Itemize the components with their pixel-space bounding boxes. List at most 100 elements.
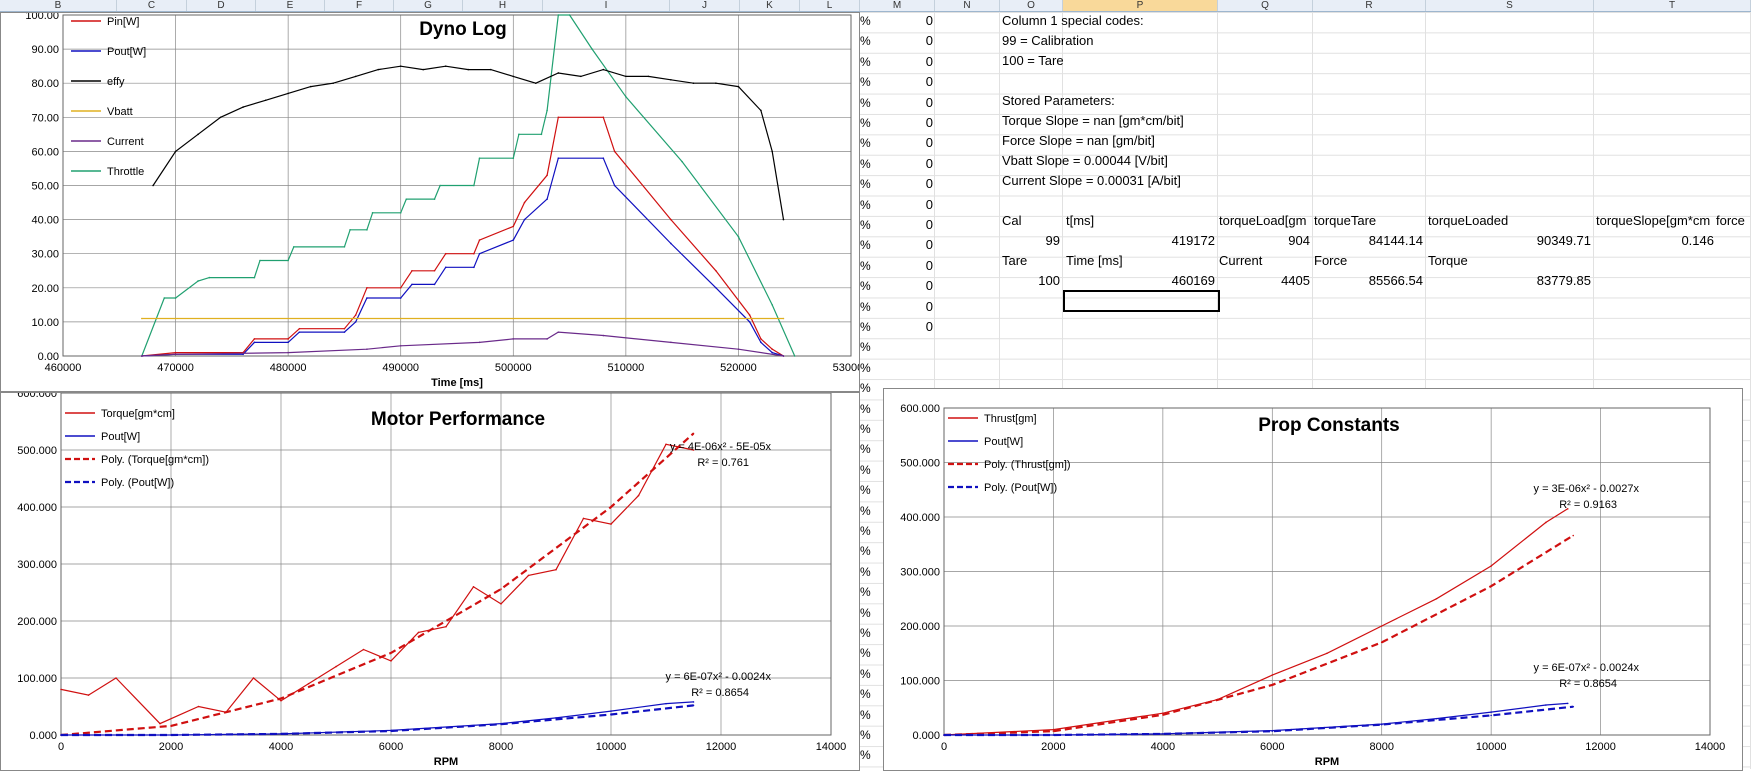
tare-value[interactable]: 85566.54 (1368, 273, 1423, 288)
col-m-cell[interactable]: 0 (925, 53, 933, 69)
chart-dyno-log[interactable]: 0.00 10.00 20.00 30.00 40.00 50.00 60.00 70.00 8… (0, 12, 860, 392)
cal-header[interactable]: t[ms] (1066, 213, 1095, 228)
column-header[interactable]: R (1313, 0, 1426, 11)
col-m-cell[interactable]: 0 (925, 115, 933, 130)
col-l-cell[interactable]: % (860, 116, 871, 130)
tare-value[interactable]: 100 (1038, 273, 1060, 288)
column-header[interactable]: K (740, 0, 800, 11)
tare-value[interactable]: 4405 (1281, 273, 1310, 288)
col-m-cell[interactable]: 0 (925, 155, 933, 171)
col-l-cell[interactable]: % (860, 95, 871, 110)
col-m-cell[interactable]: 0 (925, 217, 933, 232)
col-m-cell[interactable]: 0 (925, 319, 933, 334)
tare-value[interactable]: 460169 (1171, 273, 1215, 288)
note-line[interactable]: Stored Parameters: (1002, 93, 1115, 108)
column-header[interactable]: F (325, 0, 394, 11)
col-l-cell[interactable]: % (860, 320, 871, 334)
col-l-cell[interactable]: % (860, 197, 871, 212)
tare-header[interactable]: Current (1219, 253, 1263, 268)
col-l-cell[interactable]: % (860, 626, 871, 640)
cal-header[interactable]: torqueTare (1314, 213, 1377, 228)
column-header[interactable]: N (935, 0, 1000, 11)
col-m-cell[interactable]: 0 (925, 257, 933, 273)
column-header[interactable]: E (256, 0, 325, 11)
col-l-cell[interactable]: % (860, 524, 871, 538)
col-l-cell[interactable]: % (860, 299, 871, 314)
column-header[interactable]: Q (1218, 0, 1313, 11)
tare-header[interactable]: Tare (1002, 253, 1028, 268)
column-header[interactable]: B (0, 0, 117, 11)
note-line[interactable]: Column 1 special codes: (1002, 13, 1144, 28)
cal-header[interactable]: force (1716, 213, 1745, 228)
cal-header[interactable]: Cal (1002, 213, 1022, 228)
col-l-cell[interactable]: % (860, 381, 871, 396)
col-m-cell[interactable]: 0 (925, 196, 933, 212)
col-l-cell[interactable]: % (860, 75, 871, 90)
col-m-cell[interactable]: 0 (925, 176, 933, 192)
active-cell-selection[interactable] (1063, 290, 1220, 312)
col-l-cell[interactable]: % (860, 564, 871, 579)
col-m-cell[interactable]: 0 (925, 74, 933, 90)
column-header[interactable]: T (1594, 0, 1751, 11)
tare-header[interactable]: Time [ms] (1066, 253, 1123, 268)
cal-header[interactable]: torqueLoaded (1428, 213, 1509, 228)
column-header[interactable]: D (187, 0, 256, 11)
col-l-cell[interactable]: % (860, 728, 871, 742)
col-l-cell[interactable]: % (860, 666, 871, 681)
cal-value[interactable]: 99 (1045, 233, 1060, 248)
column-header[interactable]: P (1063, 0, 1218, 11)
column-header[interactable]: I (543, 0, 670, 11)
col-l-cell[interactable]: % (860, 401, 871, 416)
col-l-cell[interactable]: % (860, 687, 871, 702)
col-m-cell[interactable]: 0 (925, 278, 933, 294)
tare-header[interactable]: Torque (1428, 253, 1468, 268)
col-m-cell[interactable]: 0 (925, 298, 933, 314)
cal-value[interactable]: 904 (1288, 233, 1310, 248)
cal-header[interactable]: torqueLoad[gm (1219, 213, 1307, 228)
cal-value[interactable]: 90349.71 (1536, 233, 1591, 248)
cal-value[interactable]: 84144.14 (1368, 233, 1423, 248)
col-l-cell[interactable]: % (860, 605, 871, 620)
tare-value[interactable]: 83779.85 (1536, 273, 1591, 288)
cal-value[interactable]: 419172 (1171, 233, 1215, 248)
col-l-cell[interactable]: % (860, 34, 871, 49)
col-m-cell[interactable]: 0 (925, 13, 933, 28)
col-l-cell[interactable]: % (860, 707, 871, 722)
col-l-cell[interactable]: % (860, 54, 871, 69)
column-header[interactable]: L (800, 0, 860, 11)
column-header[interactable]: G (394, 0, 463, 11)
col-m-cell[interactable]: 0 (925, 135, 933, 151)
note-line[interactable]: Current Slope = 0.00031 [A/bit] (1002, 173, 1181, 188)
tare-header[interactable]: Force (1314, 253, 1348, 268)
col-l-cell[interactable]: % (860, 279, 871, 294)
note-line[interactable]: Force Slope = nan [gm/bit] (1002, 133, 1155, 148)
col-l-cell[interactable]: % (860, 422, 871, 436)
note-line[interactable]: 99 = Calibration (1002, 33, 1094, 48)
col-l-cell[interactable]: % (860, 442, 871, 457)
col-l-cell[interactable]: % (860, 585, 871, 600)
chart-prop-constants[interactable]: 0.000 100.000 200.000 300.000 400.000 500.000… (883, 388, 1743, 771)
column-header[interactable]: O (1000, 0, 1063, 11)
column-header[interactable]: J (670, 0, 740, 11)
col-m-cell[interactable]: 0 (925, 33, 933, 49)
col-l-cell[interactable]: % (860, 646, 871, 661)
note-line[interactable]: Torque Slope = nan [gm*cm/bit] (1002, 113, 1184, 128)
note-line[interactable]: Vbatt Slope = 0.00044 [V/bit] (1002, 153, 1168, 168)
col-l-cell[interactable]: % (860, 462, 871, 477)
col-l-cell[interactable]: % (860, 748, 871, 763)
chart-motor-performance[interactable]: 0.000 100.000 200.000 300.000 400.000 500.000… (0, 392, 860, 771)
col-l-cell[interactable]: % (860, 503, 871, 518)
col-l-cell[interactable]: % (860, 258, 871, 273)
col-m-cell[interactable]: 0 (925, 237, 933, 253)
column-header[interactable]: M (860, 0, 935, 11)
cal-header[interactable]: torqueSlope[gm*cm (1596, 213, 1711, 228)
col-l-cell[interactable]: % (860, 238, 871, 253)
col-l-cell[interactable]: % (860, 156, 871, 171)
column-header[interactable]: S (1426, 0, 1594, 11)
col-l-cell[interactable]: % (860, 14, 871, 28)
col-l-cell[interactable]: % (860, 340, 871, 355)
col-l-cell[interactable]: % (860, 483, 871, 498)
col-l-cell[interactable]: % (860, 218, 871, 232)
column-header[interactable]: H (463, 0, 543, 11)
col-m-cell[interactable]: 0 (925, 94, 933, 110)
